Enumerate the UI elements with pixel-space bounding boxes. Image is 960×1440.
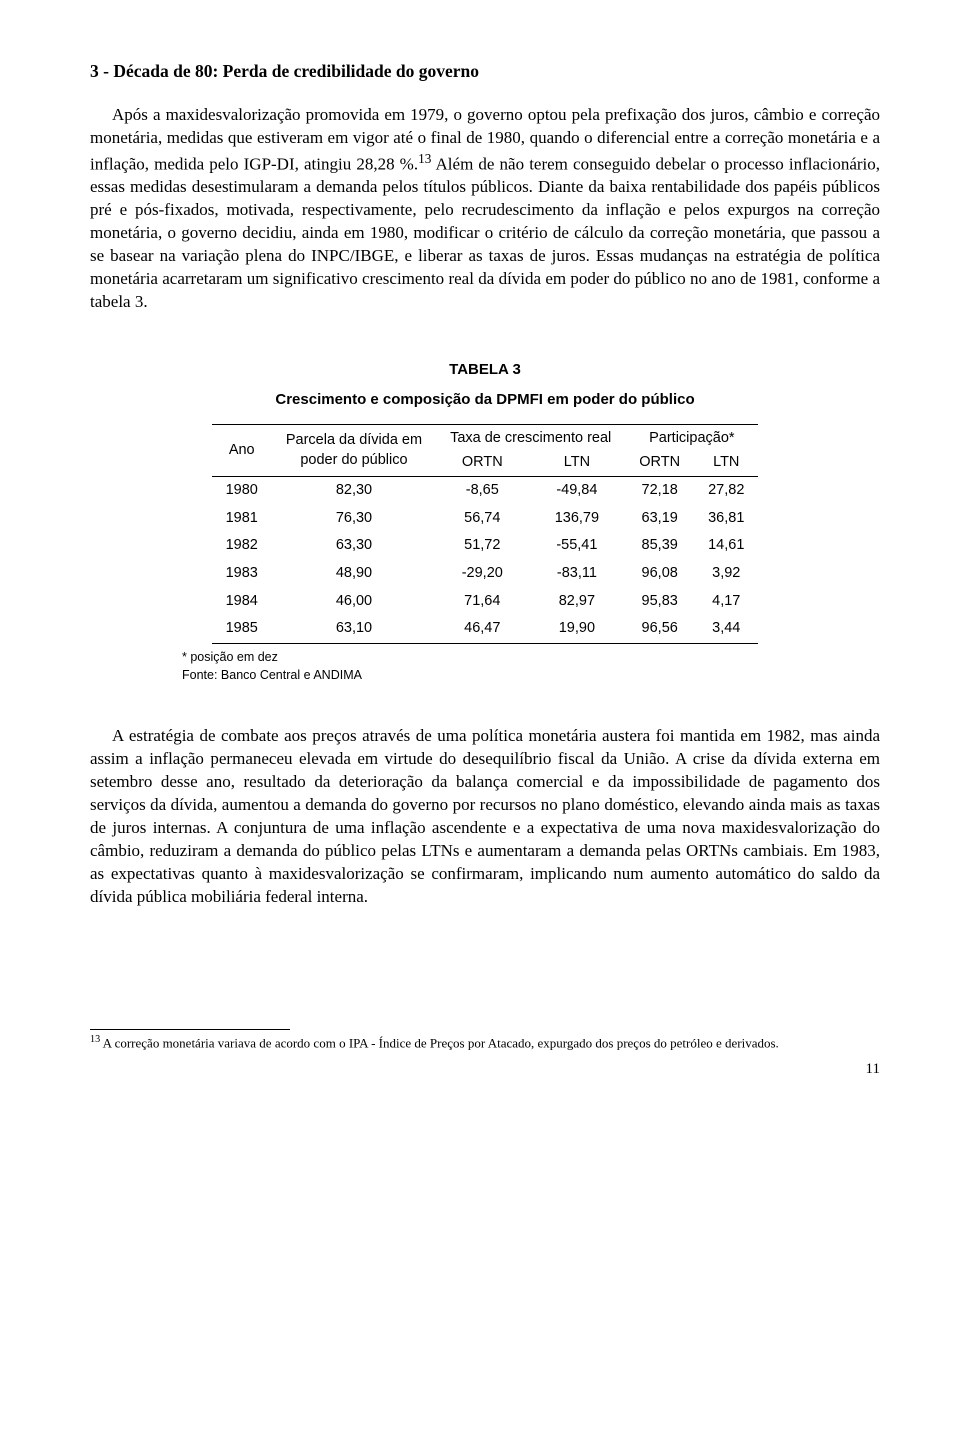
- col-subheader-part-ortn: ORTN: [625, 453, 694, 477]
- footnote-number: 13: [90, 1034, 100, 1045]
- table-row: 1984 46,00 71,64 82,97 95,83 4,17: [212, 588, 759, 616]
- cell-ano: 1984: [212, 588, 272, 616]
- cell-taxa-ortn: -8,65: [436, 477, 528, 505]
- cell-p-ltn: 36,81: [694, 505, 758, 533]
- paragraph-2: A estratégia de combate aos preços atrav…: [90, 725, 880, 909]
- col-subheader-part-ltn: LTN: [694, 453, 758, 477]
- cell-parcela: 76,30: [272, 505, 436, 533]
- table-subtitle: Crescimento e composição da DPMFI em pod…: [90, 390, 880, 410]
- cell-taxa-ltn: -55,41: [529, 532, 626, 560]
- cell-taxa-ltn: 82,97: [529, 588, 626, 616]
- cell-ano: 1981: [212, 505, 272, 533]
- cell-taxa-ortn: 51,72: [436, 532, 528, 560]
- cell-taxa-ltn: -83,11: [529, 560, 626, 588]
- cell-taxa-ortn: 46,47: [436, 615, 528, 643]
- cell-p-ortn: 95,83: [625, 588, 694, 616]
- col-subheader-taxa-ortn: ORTN: [436, 453, 528, 477]
- cell-taxa-ortn: -29,20: [436, 560, 528, 588]
- cell-p-ltn: 3,92: [694, 560, 758, 588]
- cell-ano: 1985: [212, 615, 272, 643]
- cell-ano: 1982: [212, 532, 272, 560]
- table-row: 1981 76,30 56,74 136,79 63,19 36,81: [212, 505, 759, 533]
- col-header-ano: Ano: [212, 425, 272, 477]
- data-table: Ano Parcela da dívida em poder do públic…: [212, 424, 759, 644]
- table-row: 1983 48,90 -29,20 -83,11 96,08 3,92: [212, 560, 759, 588]
- footnote-text: A correção monetária variava de acordo c…: [100, 1035, 779, 1050]
- col-header-taxa: Taxa de crescimento real: [436, 425, 625, 453]
- para1-text-after: Além de não terem conseguido debelar o p…: [90, 154, 880, 311]
- col-subheader-taxa-ltn: LTN: [529, 453, 626, 477]
- cell-ano: 1980: [212, 477, 272, 505]
- footnote-separator: [90, 1029, 290, 1030]
- cell-p-ortn: 96,08: [625, 560, 694, 588]
- section-title: 3 - Década de 80: Perda de credibilidade…: [90, 60, 880, 84]
- cell-taxa-ltn: -49,84: [529, 477, 626, 505]
- cell-taxa-ortn: 71,64: [436, 588, 528, 616]
- cell-p-ortn: 63,19: [625, 505, 694, 533]
- cell-p-ltn: 27,82: [694, 477, 758, 505]
- cell-parcela: 82,30: [272, 477, 436, 505]
- footnote-13: 13 A correção monetária variava de acord…: [90, 1034, 880, 1052]
- cell-parcela: 46,00: [272, 588, 436, 616]
- cell-parcela: 63,10: [272, 615, 436, 643]
- table-row: 1980 82,30 -8,65 -49,84 72,18 27,82: [212, 477, 759, 505]
- col-header-parcela-l1: Parcela da dívida em: [286, 432, 422, 448]
- footnote-ref-13: 13: [418, 151, 431, 166]
- cell-taxa-ltn: 19,90: [529, 615, 626, 643]
- table-source: Fonte: Banco Central e ANDIMA: [182, 666, 802, 685]
- cell-p-ortn: 85,39: [625, 532, 694, 560]
- page-number: 11: [90, 1059, 880, 1079]
- cell-ano: 1983: [212, 560, 272, 588]
- cell-taxa-ltn: 136,79: [529, 505, 626, 533]
- table-row: 1985 63,10 46,47 19,90 96,56 3,44: [212, 615, 759, 643]
- cell-taxa-ortn: 56,74: [436, 505, 528, 533]
- cell-parcela: 63,30: [272, 532, 436, 560]
- table-row: 1982 63,30 51,72 -55,41 85,39 14,61: [212, 532, 759, 560]
- cell-p-ltn: 14,61: [694, 532, 758, 560]
- col-header-parcela-l2: poder do público: [300, 452, 407, 468]
- cell-p-ortn: 96,56: [625, 615, 694, 643]
- cell-parcela: 48,90: [272, 560, 436, 588]
- cell-p-ltn: 3,44: [694, 615, 758, 643]
- cell-p-ltn: 4,17: [694, 588, 758, 616]
- col-header-participacao: Participação*: [625, 425, 758, 453]
- col-header-parcela: Parcela da dívida em poder do público: [272, 425, 436, 477]
- cell-p-ortn: 72,18: [625, 477, 694, 505]
- table-footnote-asterisk: * posição em dez: [182, 648, 802, 667]
- table-title: TABELA 3: [90, 360, 880, 380]
- paragraph-1: Após a maxidesvalorização promovida em 1…: [90, 104, 880, 314]
